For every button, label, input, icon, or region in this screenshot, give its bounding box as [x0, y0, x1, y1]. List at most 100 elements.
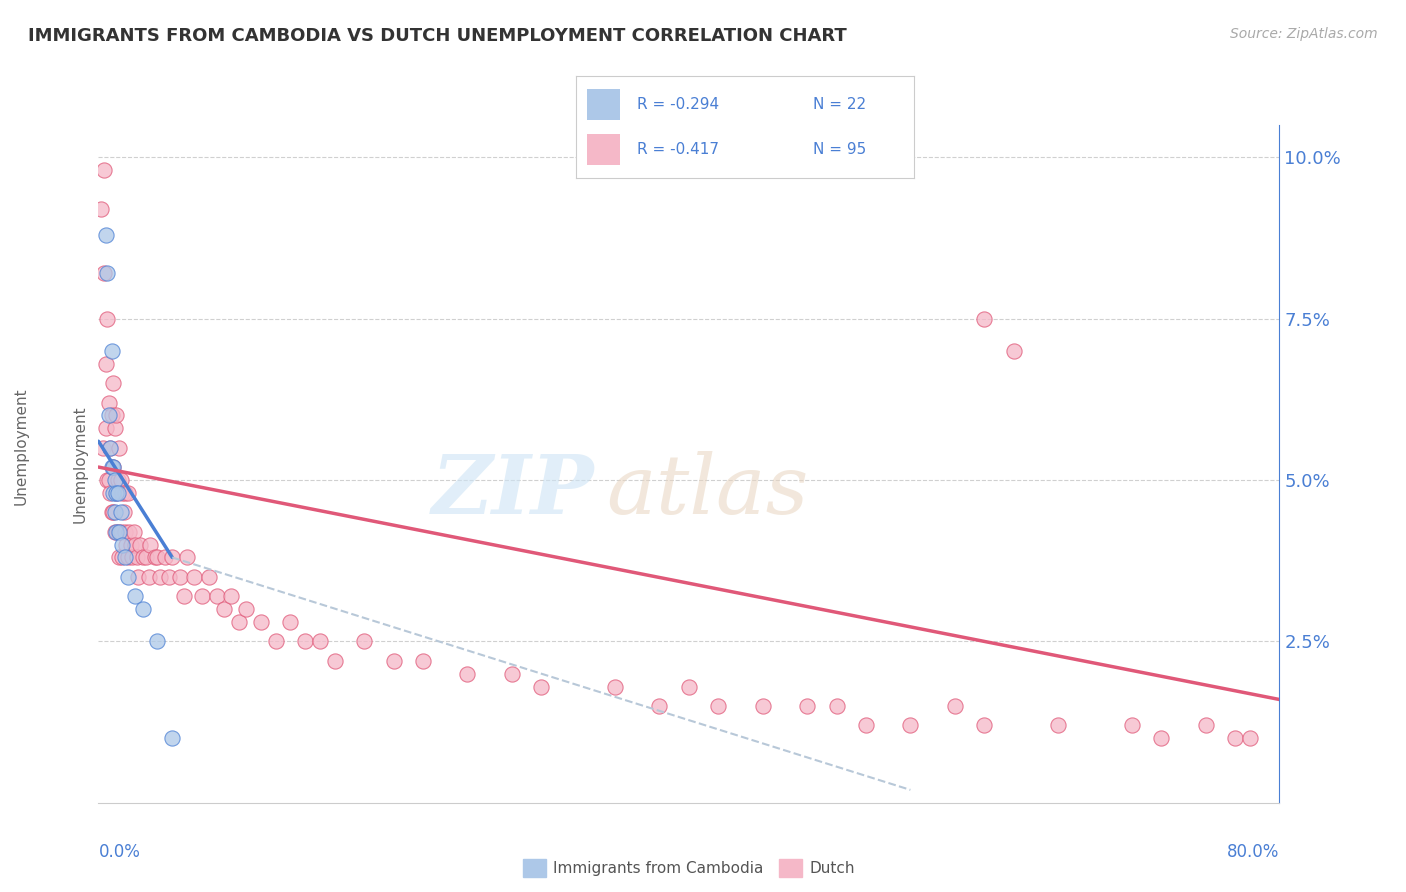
Point [382, 654, 405, 668]
Text: Source: ZipAtlas.com: Source: ZipAtlas.com [1230, 27, 1378, 41]
Point [110, 524, 132, 539]
Point [228, 615, 250, 629]
Point [323, 654, 346, 668]
Point [121, 550, 143, 565]
Point [294, 634, 316, 648]
Point [111, 550, 134, 565]
Point [124, 537, 146, 551]
Point [501, 666, 523, 681]
Point [648, 698, 671, 713]
Legend: Immigrants from Cambodia, Dutch: Immigrants from Cambodia, Dutch [516, 853, 862, 883]
Point [100, 460, 122, 475]
Point [104, 505, 127, 519]
Point [128, 537, 150, 551]
Point [943, 698, 966, 713]
Point [173, 589, 195, 603]
Point [707, 698, 730, 713]
FancyBboxPatch shape [586, 89, 620, 120]
Point [94, 227, 117, 242]
Text: R = -0.417: R = -0.417 [637, 142, 720, 157]
Point [973, 311, 995, 326]
Point [118, 524, 141, 539]
Point [117, 550, 139, 565]
Point [198, 570, 221, 584]
Point [153, 550, 176, 565]
Point [122, 524, 145, 539]
Point [135, 550, 157, 565]
Point [100, 505, 122, 519]
Point [605, 680, 627, 694]
Point [112, 505, 135, 519]
Point [125, 550, 148, 565]
Point [138, 570, 160, 584]
Point [278, 615, 302, 629]
Text: atlas: atlas [606, 451, 808, 531]
Point [412, 654, 434, 668]
Point [97, 395, 120, 409]
Point [751, 698, 773, 713]
Point [100, 343, 122, 358]
Text: 80.0%: 80.0% [1227, 843, 1279, 861]
Point [94, 421, 117, 435]
Point [103, 486, 125, 500]
Point [264, 634, 287, 648]
Point [105, 486, 128, 500]
Point [1046, 718, 1069, 732]
Point [97, 409, 120, 423]
Point [103, 460, 125, 475]
Text: Unemployment: Unemployment [14, 387, 28, 505]
Point [114, 524, 136, 539]
Point [796, 698, 818, 713]
Point [678, 680, 700, 694]
Point [456, 666, 478, 681]
Text: 0.0%: 0.0% [98, 843, 141, 861]
Point [104, 473, 127, 487]
Point [90, 202, 112, 216]
Point [108, 550, 131, 565]
Point [191, 589, 214, 603]
Point [124, 589, 146, 603]
Point [91, 441, 114, 455]
Point [108, 441, 131, 455]
Point [110, 473, 132, 487]
Point [104, 524, 127, 539]
Point [96, 311, 118, 326]
Point [105, 524, 128, 539]
Point [111, 537, 134, 551]
Point [530, 680, 553, 694]
Point [100, 409, 122, 423]
Point [110, 505, 132, 519]
Point [205, 589, 228, 603]
Text: IMMIGRANTS FROM CAMBODIA VS DUTCH UNEMPLOYMENT CORRELATION CHART: IMMIGRANTS FROM CAMBODIA VS DUTCH UNEMPL… [28, 27, 846, 45]
Point [108, 524, 131, 539]
Point [105, 486, 128, 500]
Point [183, 570, 205, 584]
Point [94, 357, 117, 371]
Point [114, 550, 136, 565]
Point [1150, 731, 1173, 746]
Text: ZIP: ZIP [432, 451, 595, 531]
Point [96, 473, 118, 487]
Point [1195, 718, 1218, 732]
Point [111, 486, 134, 500]
Point [157, 570, 180, 584]
Point [105, 409, 128, 423]
Point [1121, 718, 1143, 732]
Point [107, 473, 129, 487]
Point [132, 550, 155, 565]
Point [104, 421, 127, 435]
Point [235, 602, 257, 616]
FancyBboxPatch shape [586, 135, 620, 165]
Text: R = -0.294: R = -0.294 [637, 97, 720, 112]
Point [107, 524, 129, 539]
Point [115, 537, 138, 551]
Point [103, 460, 125, 475]
Point [117, 486, 139, 500]
Point [103, 505, 125, 519]
Point [162, 550, 183, 565]
Point [107, 486, 129, 500]
Point [212, 602, 235, 616]
Point [93, 163, 115, 178]
Point [176, 550, 198, 565]
Point [98, 486, 121, 500]
